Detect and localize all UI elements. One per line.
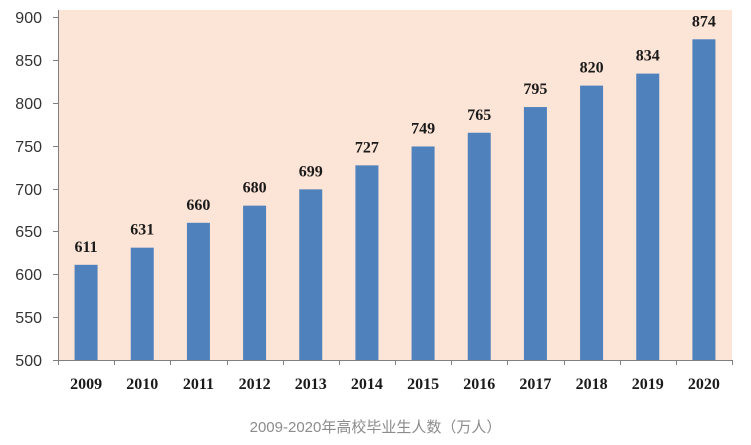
x-tick-label: 2012 (239, 376, 271, 393)
plot-area-background (58, 10, 732, 360)
data-label: 699 (299, 163, 323, 180)
data-label: 820 (580, 60, 604, 77)
x-tick-label: 2009 (70, 376, 102, 393)
bar-2010 (130, 247, 154, 360)
x-tick-label: 2010 (126, 376, 158, 393)
bar-2012 (243, 205, 267, 360)
bar-2020 (692, 39, 716, 361)
data-label: 611 (75, 239, 98, 256)
x-tick-label: 2020 (688, 376, 720, 393)
x-tick-label: 2014 (351, 376, 383, 393)
bar-2009 (74, 264, 98, 360)
y-tick-label: 650 (15, 224, 42, 241)
x-tick-label: 2015 (407, 376, 439, 393)
data-label: 680 (243, 180, 267, 197)
y-tick-label: 800 (15, 96, 42, 113)
data-label: 765 (467, 107, 491, 124)
data-label: 795 (523, 81, 547, 98)
bar-2013 (299, 189, 323, 360)
data-label: 727 (355, 139, 379, 156)
x-tick-label: 2018 (576, 376, 608, 393)
bar-2017 (523, 107, 547, 360)
bar-2019 (636, 73, 660, 360)
data-label: 660 (186, 197, 210, 214)
x-tick-label: 2019 (632, 376, 664, 393)
y-tick-label: 500 (15, 353, 42, 370)
x-tick-label: 2013 (295, 376, 327, 393)
bar-2018 (580, 85, 604, 360)
y-tick-label: 850 (15, 53, 42, 70)
y-tick-label: 750 (15, 139, 42, 156)
bar-2015 (411, 146, 435, 360)
bar-2014 (355, 165, 379, 360)
x-tick-label: 2016 (463, 376, 495, 393)
bar-2016 (467, 132, 491, 360)
x-tick-label: 2011 (183, 376, 214, 393)
data-label: 874 (692, 13, 716, 30)
y-tick-label: 550 (15, 310, 42, 327)
bar-2011 (186, 222, 210, 360)
data-label: 631 (130, 222, 154, 239)
y-tick-label: 900 (15, 10, 42, 27)
y-tick-label: 700 (15, 182, 42, 199)
data-label: 749 (411, 120, 435, 137)
bar-chart: 500 550 600 650 700 750 800 850 900 611 2009 631 201… (15, 10, 733, 393)
x-tick-label: 2017 (519, 376, 551, 393)
data-label: 834 (636, 48, 660, 65)
y-tick-label: 600 (15, 267, 42, 284)
chart-caption: 2009-2020年高校毕业生人数（万人） (249, 419, 502, 436)
